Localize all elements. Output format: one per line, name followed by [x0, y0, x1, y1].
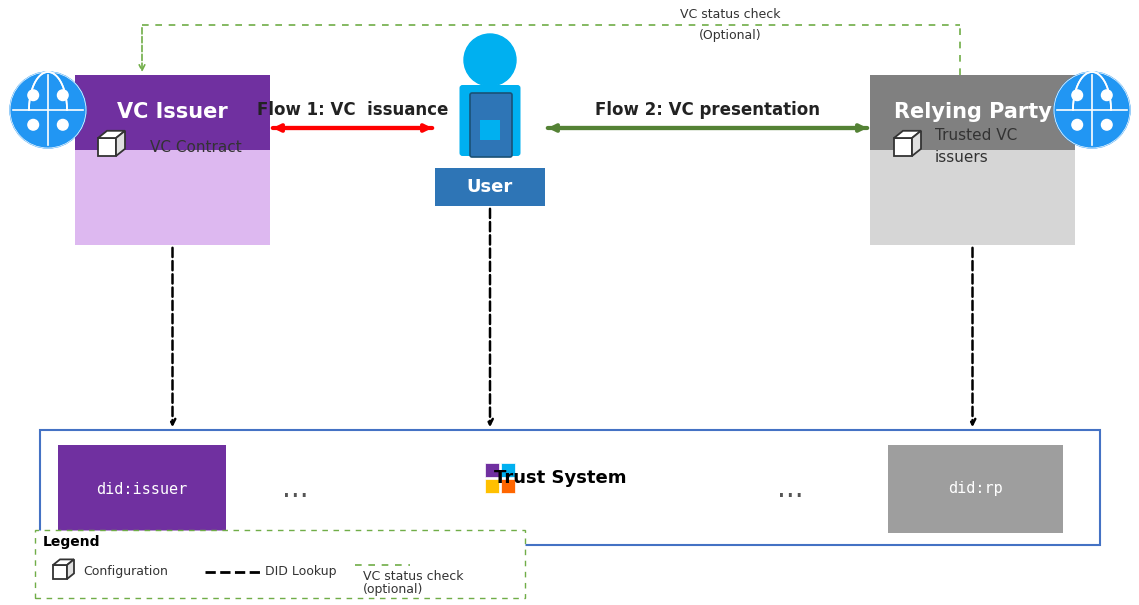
Circle shape [57, 119, 68, 130]
FancyBboxPatch shape [75, 150, 270, 245]
Text: Legend: Legend [43, 535, 100, 549]
Text: ...: ... [777, 475, 803, 503]
Bar [54, 565, 67, 579]
FancyBboxPatch shape [40, 430, 1100, 545]
Text: ...: ... [281, 475, 309, 503]
Circle shape [1072, 90, 1082, 100]
Text: Flow 2: VC presentation: Flow 2: VC presentation [595, 101, 820, 119]
Bar [501, 463, 515, 477]
Bar [98, 138, 116, 156]
Text: DID Lookup: DID Lookup [265, 566, 336, 578]
Text: did:issuer: did:issuer [97, 482, 188, 497]
Text: VC status check: VC status check [680, 8, 780, 22]
Polygon shape [98, 131, 125, 138]
Polygon shape [894, 131, 921, 138]
Circle shape [1054, 72, 1130, 148]
Bar [485, 463, 499, 477]
FancyBboxPatch shape [435, 168, 544, 206]
Text: Relying Party: Relying Party [894, 102, 1051, 122]
Polygon shape [116, 131, 125, 156]
Circle shape [27, 119, 39, 130]
Circle shape [1101, 90, 1112, 100]
Circle shape [57, 90, 68, 100]
FancyBboxPatch shape [470, 93, 513, 157]
Text: User: User [467, 178, 514, 196]
Text: Configuration: Configuration [83, 566, 167, 578]
FancyBboxPatch shape [888, 445, 1063, 533]
FancyBboxPatch shape [35, 530, 525, 598]
Polygon shape [912, 131, 921, 156]
FancyBboxPatch shape [459, 85, 521, 156]
Circle shape [10, 72, 87, 148]
Circle shape [464, 34, 516, 86]
Polygon shape [54, 560, 74, 565]
Bar [480, 120, 500, 140]
Circle shape [1072, 119, 1082, 130]
Circle shape [1101, 119, 1112, 130]
Text: VC Contract: VC Contract [150, 140, 241, 154]
Text: Flow 1: VC  issuance: Flow 1: VC issuance [256, 101, 448, 119]
FancyBboxPatch shape [870, 75, 1075, 150]
FancyBboxPatch shape [870, 150, 1075, 245]
FancyBboxPatch shape [75, 75, 270, 150]
Text: VC status check: VC status check [363, 571, 464, 583]
FancyBboxPatch shape [58, 445, 226, 533]
Bar [894, 138, 912, 156]
Text: Trusted VC: Trusted VC [935, 128, 1017, 143]
Text: Trust System: Trust System [493, 469, 626, 487]
Text: (optional): (optional) [363, 583, 424, 597]
Text: issuers: issuers [935, 151, 989, 166]
Bar [501, 479, 515, 493]
Text: VC Issuer: VC Issuer [117, 102, 228, 122]
Bar [485, 479, 499, 493]
Text: did:rp: did:rp [948, 482, 1002, 497]
Text: (Optional): (Optional) [698, 28, 761, 42]
Polygon shape [67, 560, 74, 579]
Circle shape [27, 90, 39, 100]
